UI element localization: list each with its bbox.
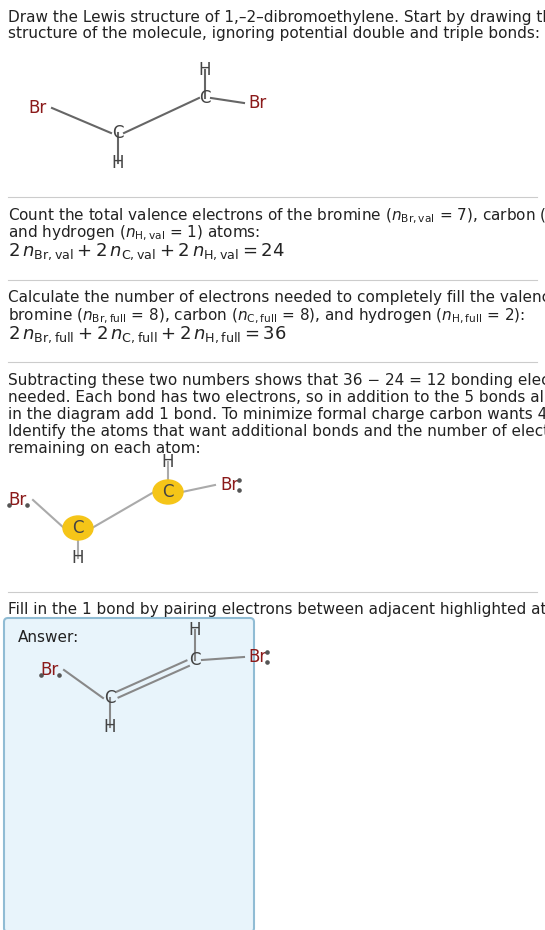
- Text: Count the total valence electrons of the bromine ($n_{\rm Br,val}$ = 7), carbon : Count the total valence electrons of the…: [8, 207, 545, 226]
- Text: structure of the molecule, ignoring potential double and triple bonds:: structure of the molecule, ignoring pote…: [8, 26, 540, 41]
- Text: bromine ($n_{\rm Br,full}$ = 8), carbon ($n_{\rm C,full}$ = 8), and hydrogen ($n: bromine ($n_{\rm Br,full}$ = 8), carbon …: [8, 307, 525, 326]
- Text: C: C: [112, 124, 124, 142]
- Text: Br: Br: [41, 661, 59, 679]
- Ellipse shape: [153, 480, 183, 504]
- Text: needed. Each bond has two electrons, so in addition to the 5 bonds already prese: needed. Each bond has two electrons, so …: [8, 390, 545, 405]
- Text: and hydrogen ($n_{\rm H,val}$ = 1) atoms:: and hydrogen ($n_{\rm H,val}$ = 1) atoms…: [8, 224, 261, 244]
- Text: $2\,n_{\rm Br,full} + 2\,n_{\rm C,full} + 2\,n_{\rm H,full} = 36$: $2\,n_{\rm Br,full} + 2\,n_{\rm C,full} …: [8, 324, 287, 345]
- Text: C: C: [199, 89, 211, 107]
- Text: H: H: [112, 154, 124, 172]
- FancyBboxPatch shape: [4, 618, 254, 930]
- Text: H: H: [189, 621, 201, 639]
- Text: Br: Br: [221, 476, 239, 494]
- Text: C: C: [72, 519, 84, 537]
- Text: Identify the atoms that want additional bonds and the number of electrons: Identify the atoms that want additional …: [8, 424, 545, 439]
- Text: H: H: [199, 61, 211, 79]
- Text: remaining on each atom:: remaining on each atom:: [8, 441, 201, 456]
- Text: Fill in the 1 bond by pairing electrons between adjacent highlighted atoms:: Fill in the 1 bond by pairing electrons …: [8, 602, 545, 617]
- Text: Subtracting these two numbers shows that 36 − 24 = 12 bonding electrons are: Subtracting these two numbers shows that…: [8, 373, 545, 388]
- Text: Br: Br: [249, 648, 267, 666]
- Text: Br: Br: [9, 491, 27, 509]
- Ellipse shape: [63, 516, 93, 540]
- Text: in the diagram add 1 bond. To minimize formal charge carbon wants 4 bonds.: in the diagram add 1 bond. To minimize f…: [8, 407, 545, 422]
- Text: H: H: [72, 549, 84, 567]
- Text: C: C: [162, 483, 174, 501]
- Text: H: H: [104, 718, 116, 736]
- Text: Br: Br: [29, 99, 47, 117]
- Text: Draw the Lewis structure of 1,–2–dibromoethylene. Start by drawing the overall: Draw the Lewis structure of 1,–2–dibromo…: [8, 10, 545, 25]
- Text: C: C: [189, 651, 201, 669]
- Text: C: C: [104, 689, 116, 707]
- Text: H: H: [162, 453, 174, 471]
- Text: Br: Br: [249, 94, 267, 112]
- Text: $2\,n_{\rm Br,val} + 2\,n_{\rm C,val} + 2\,n_{\rm H,val} = 24$: $2\,n_{\rm Br,val} + 2\,n_{\rm C,val} + …: [8, 241, 284, 261]
- Text: Answer:: Answer:: [18, 630, 79, 645]
- Text: Calculate the number of electrons needed to completely fill the valence shells f: Calculate the number of electrons needed…: [8, 290, 545, 305]
